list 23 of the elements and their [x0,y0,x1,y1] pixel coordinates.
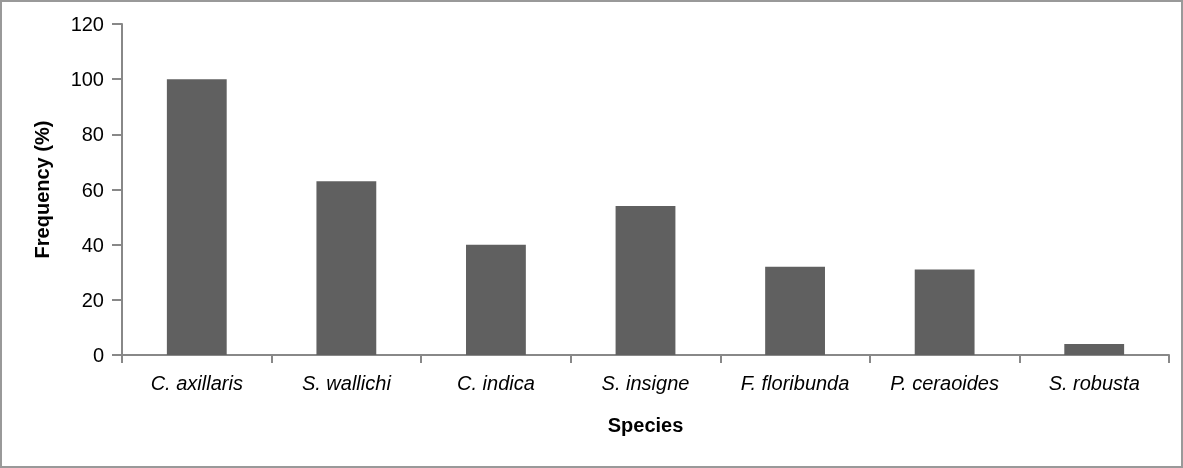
y-tick-label: 60 [81,178,104,201]
bar [466,244,526,355]
y-tick-label: 20 [81,288,104,311]
bar [914,269,975,355]
x-tick-label: S. wallichi [301,372,392,394]
x-tick-label: C. indica [457,372,535,394]
bar [765,266,825,355]
bar [615,206,676,355]
x-tick-label: P. ceraoides [890,372,999,394]
x-tick-label: F. floribunda [740,372,850,394]
x-tick-label: S. insigne [601,372,690,394]
y-tick-label: 120 [70,13,104,35]
y-tick-label: 80 [81,123,104,146]
y-tick-label: 0 [92,344,104,366]
y-tick-label: 100 [70,68,104,91]
x-tick-label: C. axillaris [150,372,243,394]
x-axis-title: Species [607,414,684,436]
bar [1064,343,1125,355]
x-tick-label: S. robusta [1048,372,1140,394]
y-tick-label: 40 [81,233,104,256]
y-axis-title: Frequency (%) [31,120,53,259]
bar [316,181,377,355]
bar [166,79,227,355]
